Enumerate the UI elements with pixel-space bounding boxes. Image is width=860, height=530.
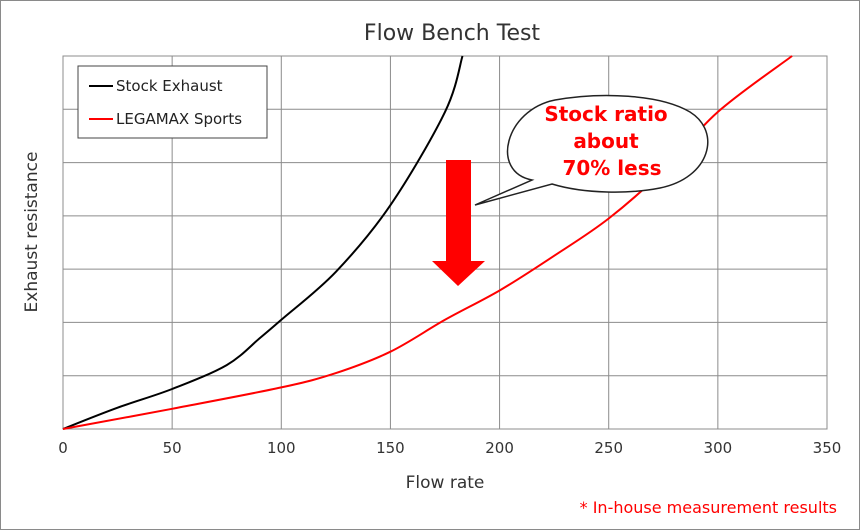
- footnote: * In-house measurement results: [580, 498, 837, 517]
- callout-line-1: Stock ratio: [544, 102, 667, 126]
- y-axis-label: Exhaust resistance: [22, 152, 42, 313]
- x-tick-label: 50: [163, 439, 182, 457]
- x-tick-label: 200: [485, 439, 514, 457]
- x-tick-label: 150: [376, 439, 405, 457]
- x-tick-label: 250: [594, 439, 623, 457]
- x-axis-label: Flow rate: [406, 473, 485, 493]
- legend-label-legamax-sports: LEGAMAX Sports: [116, 110, 242, 128]
- callout-line-2: about: [573, 129, 639, 153]
- x-tick-label: 0: [58, 439, 68, 457]
- legend-box: [77, 65, 268, 139]
- series-line-stock-exhaust: [62, 55, 464, 430]
- x-tick-label: 300: [704, 439, 733, 457]
- x-axis-ticks: 0 50 100 150 200 250 300 350: [58, 439, 841, 457]
- chart-title: Flow Bench Test: [364, 21, 541, 46]
- legend: Stock Exhaust LEGAMAX Sports: [77, 65, 268, 139]
- plot-border: [62, 55, 828, 430]
- callout-bubble: Stock ratio about 70% less: [474, 94, 709, 206]
- down-arrow-icon: [432, 160, 485, 286]
- speech-bubble-icon: [474, 94, 709, 206]
- x-tick-label: 350: [813, 439, 842, 457]
- callout-line-3: 70% less: [562, 156, 661, 180]
- legend-label-stock-exhaust: Stock Exhaust: [116, 77, 223, 95]
- x-tick-label: 100: [267, 439, 296, 457]
